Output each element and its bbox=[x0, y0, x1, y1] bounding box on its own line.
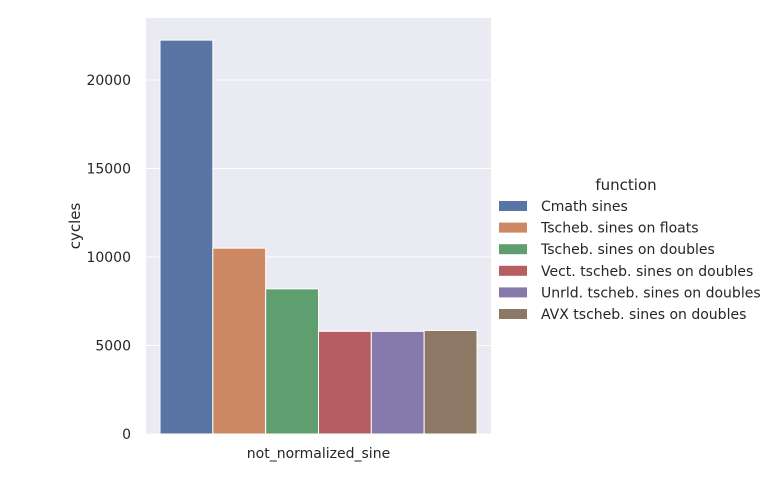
bar-vect-tscheb-sines-on-doubles bbox=[318, 330, 372, 435]
legend-swatch bbox=[499, 287, 527, 298]
bars bbox=[159, 39, 478, 435]
y-tick-label: 20000 bbox=[86, 73, 131, 89]
legend: function Cmath sines Tscheb. sines on flo… bbox=[499, 176, 761, 323]
legend-swatch bbox=[499, 222, 527, 233]
y-tick-label: 10000 bbox=[86, 250, 131, 266]
legend-swatch bbox=[499, 265, 527, 276]
y-tick-label: 15000 bbox=[86, 161, 131, 177]
y-axis-label: cycles bbox=[66, 203, 84, 250]
y-tick-label: 5000 bbox=[95, 338, 131, 354]
y-tick-label: 0 bbox=[122, 427, 131, 443]
bar-avx-tscheb-sines-on-doubles bbox=[423, 329, 478, 435]
bar-tscheb-sines-on-doubles bbox=[265, 288, 319, 435]
legend-swatch bbox=[499, 309, 527, 319]
bar-unrld-tscheb-sines-on-doubles bbox=[370, 330, 425, 435]
legend-title: function bbox=[595, 176, 656, 194]
bar-tscheb-sines-on-floats bbox=[212, 247, 267, 435]
legend-label: Unrld. tscheb. sines on doubles bbox=[541, 285, 761, 301]
legend-label: Cmath sines bbox=[541, 199, 628, 215]
x-tick-label: not_normalized_sine bbox=[247, 446, 390, 462]
legend-swatch bbox=[499, 244, 527, 255]
legend-label: Tscheb. sines on floats bbox=[540, 221, 699, 237]
y-tick-labels: 0 5000 10000 15000 20000 bbox=[86, 73, 131, 443]
x-tick-labels: not_normalized_sine bbox=[247, 446, 390, 462]
legend-label: AVX tscheb. sines on doubles bbox=[541, 307, 746, 323]
bar-cmath-sines bbox=[159, 39, 214, 435]
legend-label: Tscheb. sines on doubles bbox=[540, 242, 715, 258]
legend-label: Vect. tscheb. sines on doubles bbox=[541, 264, 753, 280]
legend-swatch bbox=[499, 201, 527, 211]
